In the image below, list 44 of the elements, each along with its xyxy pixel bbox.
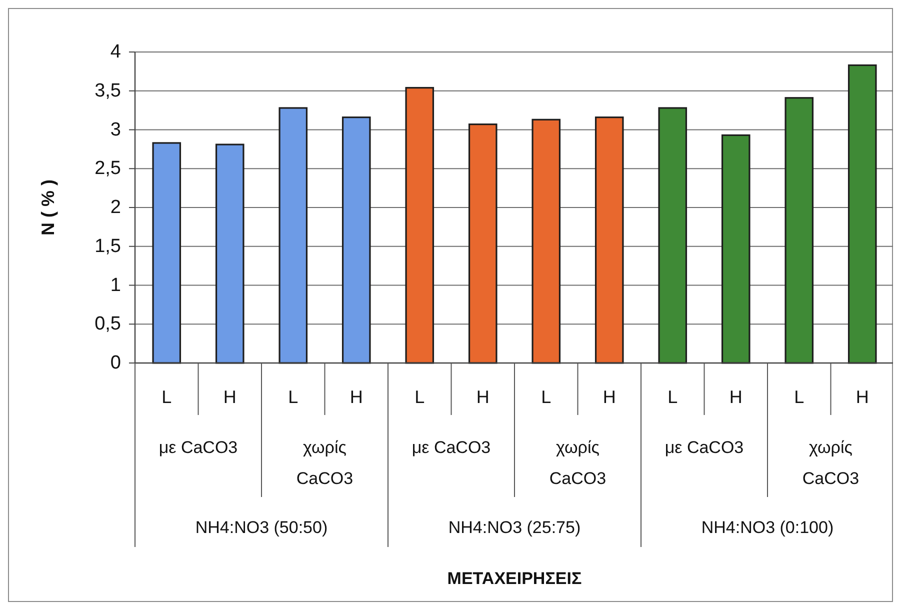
x-tick-label: L — [668, 387, 678, 407]
y-tick-label: 3,5 — [94, 80, 121, 102]
bar — [152, 142, 182, 364]
bar — [215, 144, 244, 364]
x-tick-label: L — [288, 387, 298, 407]
text: με CaCO3 — [412, 438, 491, 456]
x-tick-label: H — [856, 387, 869, 407]
text: με CaCO3 — [664, 438, 744, 456]
text: NH4:NO3 (25:75) — [448, 518, 581, 536]
text: με CaCO3 — [158, 438, 238, 456]
text: χωρίς CaCO3 — [802, 438, 860, 488]
text: NH4:NO3 (50:50) — [195, 518, 328, 536]
bar — [532, 118, 561, 364]
bar — [848, 64, 877, 364]
y-tick-label: 4 — [110, 42, 122, 62]
bar — [784, 97, 814, 364]
bar — [468, 124, 498, 364]
x-tick-label: H — [223, 387, 236, 407]
bar — [721, 134, 750, 364]
x-tick-label: L — [541, 387, 552, 407]
y-tick-label: 2 — [110, 197, 121, 218]
text: NH4:NO3 (0:100) — [701, 518, 834, 536]
bar — [405, 86, 434, 364]
text: ΜΕΤΑΧΕΙΡΗΣΕΙΣ — [447, 568, 582, 588]
y-axis-title: N ( % ) — [38, 180, 58, 236]
text: χωρίς CaCO3 — [296, 438, 354, 488]
y-tick-label: 3 — [110, 119, 121, 140]
x-tick-label: H — [729, 387, 742, 407]
y-tick-label: 0 — [110, 352, 121, 374]
y-tick-label: 2,5 — [94, 158, 121, 180]
bar — [658, 107, 688, 364]
y-tick-label: 1 — [110, 274, 121, 296]
x-tick-label: H — [602, 387, 616, 407]
x-tick-label: H — [350, 387, 363, 407]
bar — [594, 116, 624, 364]
y-tick-label: 0,5 — [94, 314, 121, 335]
x-tick-label: L — [414, 387, 425, 407]
bar — [278, 107, 308, 364]
text: χωρίς CaCO3 — [549, 438, 606, 488]
x-tick-label: L — [794, 387, 804, 407]
y-tick-label: 1,5 — [94, 236, 121, 257]
x-tick-label: H — [476, 387, 490, 407]
bar — [342, 116, 371, 364]
x-tick-label: L — [162, 387, 172, 407]
